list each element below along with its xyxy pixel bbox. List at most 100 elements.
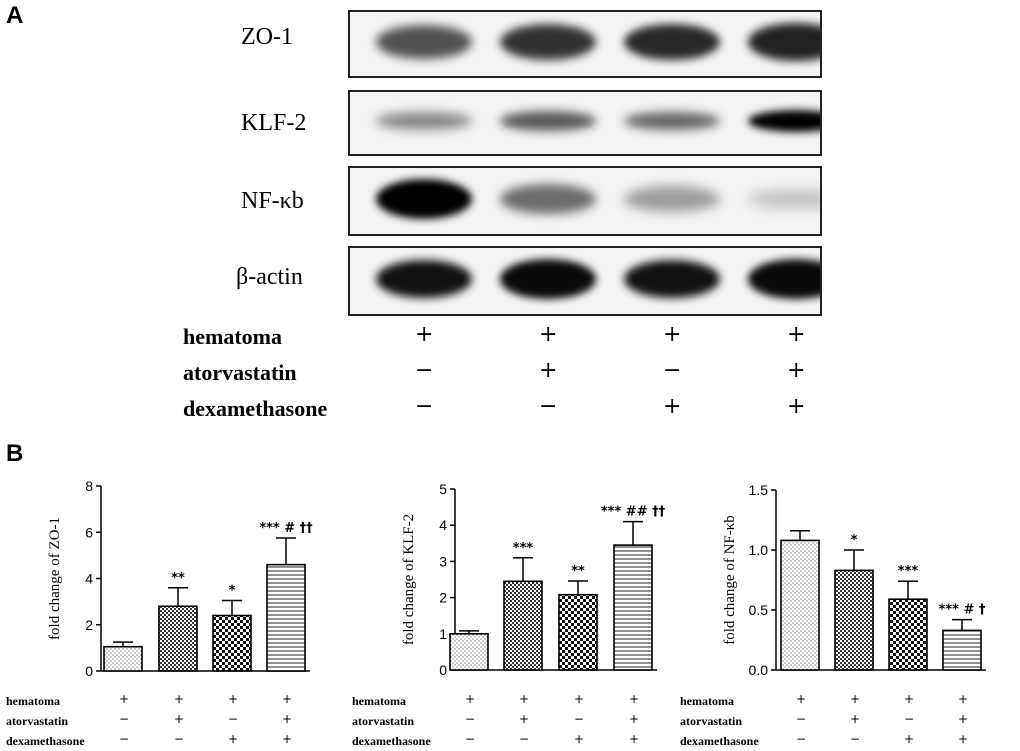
y-tick-label: 0.5 — [749, 602, 769, 618]
blot-band — [748, 259, 820, 299]
y-tick-label: 8 — [85, 478, 93, 494]
condition-label: hematoma — [680, 694, 734, 708]
blot-band — [500, 23, 596, 61]
y-tick-label: 1.0 — [749, 542, 769, 558]
blot-strip-nfkb — [348, 166, 822, 236]
condition-symbol: + — [629, 712, 640, 726]
condition-symbol: + — [519, 712, 530, 726]
blot-label-zo1: ZO-1 — [241, 24, 293, 50]
condition-label: dexamethasone — [352, 734, 431, 748]
blot-band — [624, 23, 720, 61]
significance-label: *** — [513, 541, 534, 556]
condition-symbol: − — [663, 358, 682, 383]
condition-label: atorvastatin — [680, 714, 742, 728]
condition-symbol: − — [850, 732, 861, 746]
condition-symbol: + — [904, 692, 915, 706]
blot-label-beta-actin: β-actin — [236, 264, 303, 290]
panel-a-letter: A — [6, 2, 24, 29]
condition-symbol: + — [958, 732, 969, 746]
blot-band — [624, 111, 720, 131]
blot-label-nfkb: NF-κb — [241, 188, 304, 214]
condition-label-dexamethasone: dexamethasone — [183, 396, 328, 421]
condition-symbol: − — [174, 732, 185, 746]
condition-symbol: + — [663, 322, 682, 347]
significance-label: *** # † — [939, 603, 986, 618]
y-tick-label: 0.0 — [749, 662, 769, 678]
blot-strip-beta-actin — [348, 246, 822, 316]
bar — [942, 629, 982, 671]
bar — [558, 593, 598, 671]
condition-symbol: − — [465, 712, 476, 726]
condition-symbol: + — [796, 692, 807, 706]
condition-label: dexamethasone — [6, 734, 85, 748]
condition-symbol: + — [539, 358, 558, 383]
panel-b-letter: B — [6, 440, 24, 467]
y-axis-label: fold change of KLF-2 — [401, 514, 417, 645]
condition-label: hematoma — [6, 694, 60, 708]
y-tick-label: 1 — [439, 626, 447, 642]
condition-symbol: − — [415, 358, 434, 383]
condition-symbol: + — [850, 712, 861, 726]
blot-band — [748, 188, 820, 210]
y-axis-label: fold change of NF-κb — [722, 515, 738, 645]
bar — [212, 614, 252, 672]
condition-symbol: + — [958, 692, 969, 706]
blot-band — [500, 183, 596, 215]
y-tick-label: 2 — [85, 617, 93, 633]
condition-symbol: + — [787, 322, 806, 347]
condition-label: hematoma — [352, 694, 406, 708]
significance-label: *** ## †† — [601, 505, 666, 520]
condition-symbol: − — [796, 712, 807, 726]
condition-symbol: + — [282, 712, 293, 726]
condition-symbol: + — [415, 322, 434, 347]
blot-band — [376, 259, 472, 299]
blot-label-klf2: KLF-2 — [241, 110, 307, 136]
y-tick-label: 0 — [439, 662, 447, 678]
condition-label-atorvastatin: atorvastatin — [183, 360, 297, 385]
significance-label: ** — [571, 564, 585, 579]
condition-symbol: − — [119, 732, 130, 746]
condition-symbol: + — [787, 394, 806, 419]
bar — [449, 633, 489, 671]
condition-label-hematoma: hematoma — [183, 324, 282, 349]
condition-symbol: − — [519, 732, 530, 746]
condition-symbol: − — [796, 732, 807, 746]
condition-symbol: − — [574, 712, 585, 726]
condition-symbol: + — [174, 712, 185, 726]
condition-symbol: + — [663, 394, 682, 419]
bar — [888, 598, 928, 671]
blot-strip-klf2 — [348, 90, 822, 156]
condition-symbol: + — [174, 692, 185, 706]
y-tick-label: 4 — [85, 571, 93, 587]
condition-symbol: + — [282, 692, 293, 706]
condition-symbol: + — [119, 692, 130, 706]
bar — [613, 544, 653, 671]
condition-symbol: − — [415, 394, 434, 419]
y-axis-label: fold change of ZO-1 — [47, 517, 63, 640]
condition-symbol: + — [850, 692, 861, 706]
bar — [158, 605, 198, 672]
blot-band — [376, 112, 472, 130]
significance-label: *** — [898, 564, 919, 579]
condition-symbol: − — [539, 394, 558, 419]
condition-symbol: + — [958, 712, 969, 726]
condition-symbol: + — [228, 692, 239, 706]
condition-symbol: + — [228, 732, 239, 746]
blot-band — [624, 259, 720, 299]
condition-label: atorvastatin — [352, 714, 414, 728]
condition-symbol: − — [904, 712, 915, 726]
blot-band — [376, 179, 472, 219]
condition-symbol: + — [574, 732, 585, 746]
blot-band — [748, 23, 820, 61]
y-tick-label: 5 — [439, 481, 447, 497]
condition-symbol: − — [228, 712, 239, 726]
condition-symbol: − — [119, 712, 130, 726]
bar — [780, 539, 820, 671]
y-tick-label: 2 — [439, 590, 447, 606]
y-tick-label: 1.5 — [749, 482, 769, 498]
y-tick-label: 3 — [439, 553, 447, 569]
condition-symbol: + — [282, 732, 293, 746]
condition-symbol: + — [465, 692, 476, 706]
